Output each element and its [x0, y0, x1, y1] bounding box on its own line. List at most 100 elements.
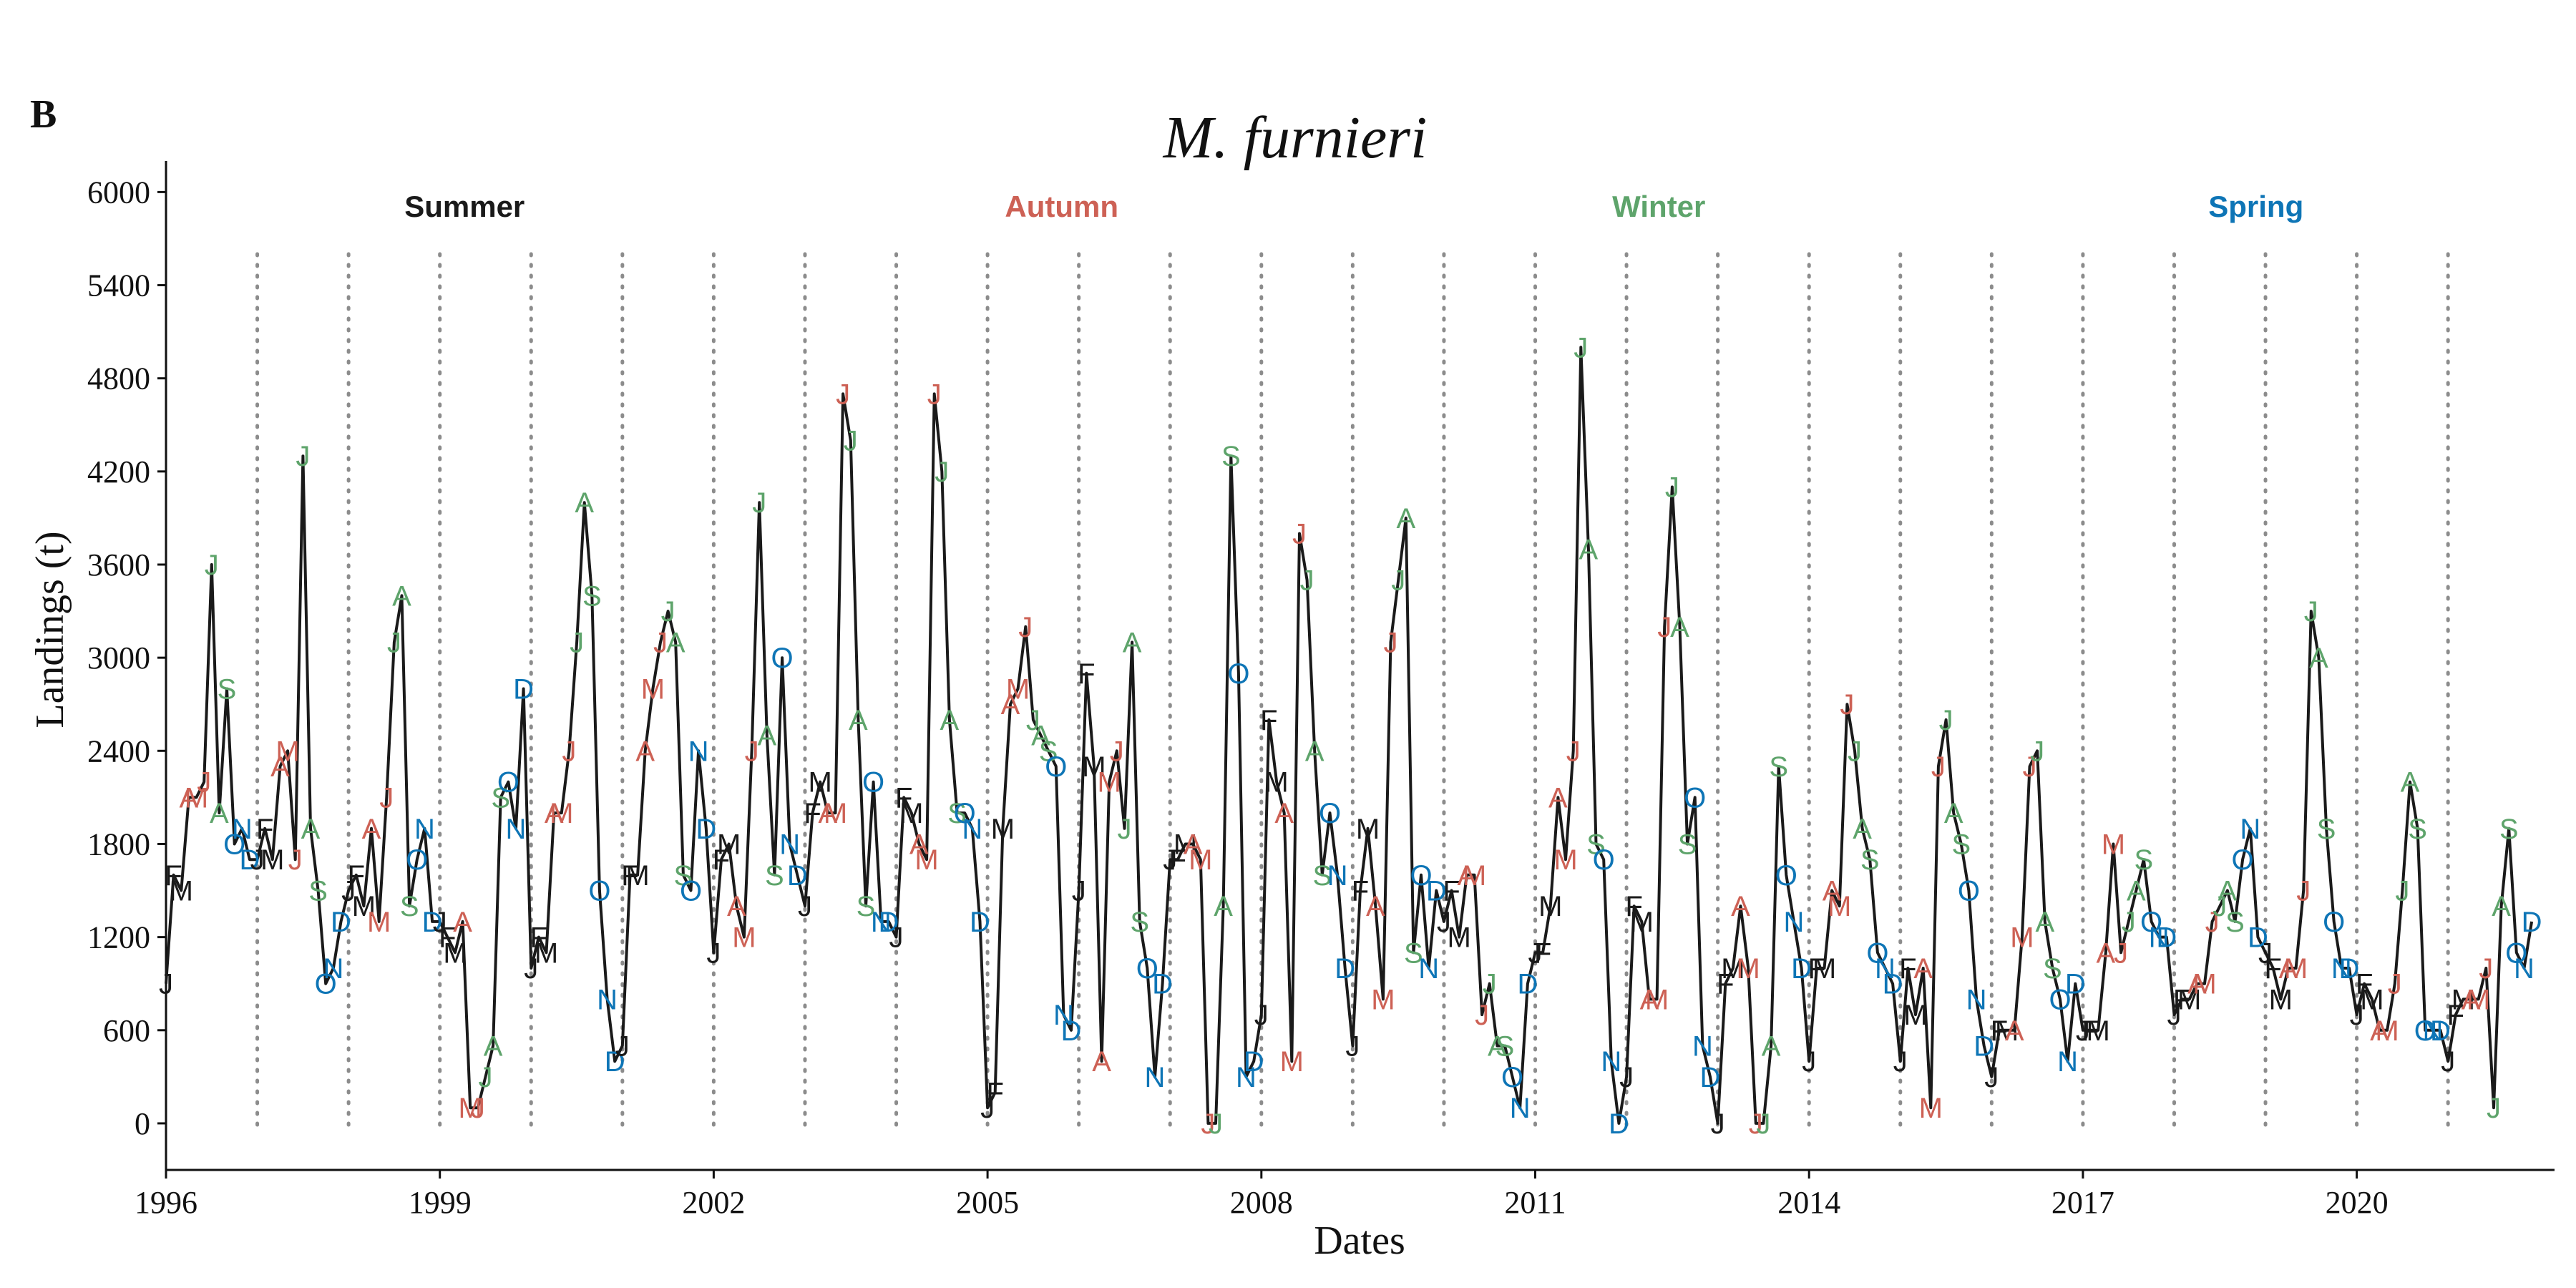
month-label: F: [2082, 1015, 2099, 1047]
month-label: F: [1534, 937, 1551, 969]
month-label: J: [197, 767, 211, 799]
month-label: J: [615, 1031, 630, 1063]
x-axis-label: Dates: [1314, 1219, 1405, 1263]
month-label: D: [1517, 969, 1538, 1000]
month-label: J: [1163, 844, 1177, 876]
month-label: N: [1783, 907, 1804, 938]
month-label: S: [857, 891, 876, 922]
month-label: D: [970, 907, 990, 938]
month-label: S: [2225, 907, 2245, 938]
month-label: N: [2149, 922, 2170, 954]
month-label: F: [1169, 844, 1186, 876]
month-label: N: [506, 814, 527, 845]
y-tick-label: 5400: [87, 268, 150, 303]
month-label: S: [1312, 860, 1332, 892]
y-tick-label: 4200: [87, 454, 150, 489]
month-label: J: [2205, 907, 2220, 938]
month-label: M: [1264, 767, 1288, 799]
month-label: M: [1463, 860, 1486, 892]
month-label: D: [2065, 969, 2086, 1000]
month-label: D: [878, 907, 899, 938]
month-label: A: [727, 891, 746, 922]
month-label: F: [713, 844, 730, 876]
month-label: A: [909, 829, 929, 861]
month-label: O: [2414, 1015, 2436, 1047]
month-label: O: [771, 643, 794, 674]
month-label: F: [1352, 876, 1369, 907]
month-label: O: [588, 876, 610, 907]
month-label: A: [484, 1031, 503, 1063]
month-label: S: [1860, 844, 1880, 876]
month-label: J: [1665, 472, 1679, 504]
month-label: J: [1893, 1046, 1908, 1078]
x-tick-label: 2011: [1504, 1185, 1566, 1220]
month-label: J: [2167, 1000, 2182, 1031]
month-label: A: [2127, 876, 2146, 907]
month-label: D: [422, 907, 443, 938]
month-label: J: [1802, 1046, 1816, 1078]
month-label: J: [927, 379, 942, 410]
month-label: A: [2492, 891, 2511, 922]
month-label: F: [256, 814, 273, 845]
chart-title: M. furnieri: [1163, 104, 1428, 171]
season-legend: Summer Autumn Winter Spring: [404, 190, 2303, 223]
month-label: J: [1840, 689, 1854, 721]
month-label: S: [2135, 844, 2154, 876]
month-label: S: [2043, 953, 2062, 985]
month-label: M: [1721, 953, 1745, 985]
month-label: D: [1791, 953, 1812, 985]
month-label: M: [2375, 1015, 2399, 1047]
season-label-summer: Summer: [404, 190, 525, 223]
month-label: A: [1944, 798, 1963, 829]
month-label: O: [680, 876, 702, 907]
month-label: O: [1866, 937, 1888, 969]
month-label: A: [2035, 907, 2054, 938]
month-label: J: [250, 844, 265, 876]
month-label: A: [1123, 628, 1142, 659]
month-label: S: [947, 798, 967, 829]
month-label: J: [433, 907, 447, 938]
month-label: A: [2462, 984, 2481, 1015]
month-label: O: [1227, 658, 1249, 690]
month-label: M: [1813, 953, 1836, 985]
month-label: A: [1853, 814, 1872, 845]
month-label: D: [1426, 876, 1447, 907]
month-label: J: [159, 969, 173, 1000]
month-label: M: [2177, 984, 2201, 1015]
month-label: J: [844, 426, 858, 457]
month-label: M: [1006, 674, 1030, 706]
y-tick-label: 2400: [87, 733, 150, 769]
month-label: D: [2522, 907, 2542, 938]
month-label: M: [170, 876, 193, 907]
month-label: D: [787, 860, 808, 892]
month-label: D: [1061, 1015, 1082, 1047]
month-label: A: [1579, 534, 1599, 565]
month-label: N: [1510, 1093, 1531, 1124]
month-label: M: [2087, 1015, 2110, 1047]
month-label: D: [239, 844, 260, 876]
month-label: O: [2140, 907, 2162, 938]
month-label: O: [2323, 907, 2345, 938]
month-label: O: [497, 767, 519, 799]
month-label: S: [674, 860, 693, 892]
month-label: J: [2122, 907, 2136, 938]
month-label: S: [1678, 829, 1697, 861]
month-label: M: [535, 937, 558, 969]
month-label: J: [2212, 891, 2227, 922]
month-label: A: [180, 782, 199, 814]
month-label: F: [439, 922, 456, 954]
month-label: M: [367, 907, 391, 938]
month-label: J: [379, 782, 394, 814]
month-label: A: [2279, 953, 2298, 985]
month-label: J: [1026, 705, 1040, 736]
month-label: M: [2451, 984, 2475, 1015]
y-tick-label: 3000: [87, 640, 150, 675]
month-label: M: [275, 736, 299, 767]
month-label: F: [1717, 969, 1734, 1000]
month-label: J: [706, 937, 721, 969]
month-label: J: [1984, 1062, 1999, 1093]
month-label: D: [513, 674, 534, 706]
month-label: A: [1274, 798, 1294, 829]
month-label: J: [653, 628, 668, 659]
